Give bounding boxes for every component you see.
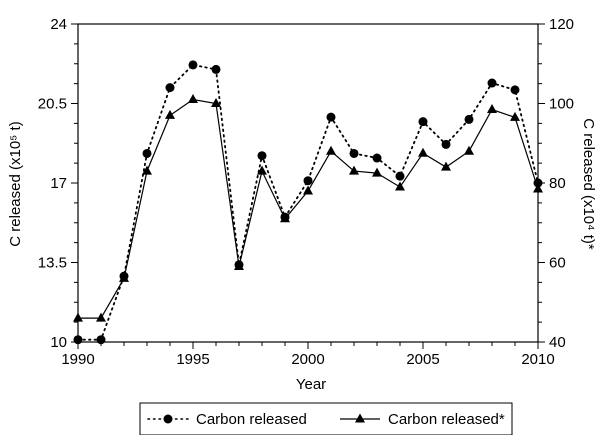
- data-point-triangle: [257, 165, 267, 175]
- legend-item-carbon-released: Carbon released: [147, 411, 307, 428]
- y-left-tick-label: 20.5: [38, 96, 67, 113]
- data-point-triangle: [487, 104, 497, 113]
- y-right-tick-label: 120: [549, 16, 574, 33]
- data-point-triangle: [326, 145, 336, 155]
- data-point-circle: [211, 64, 221, 74]
- y-right-tick-label: 80: [549, 175, 566, 192]
- data-point-circle: [257, 151, 267, 161]
- data-point-triangle: [234, 261, 244, 270]
- y-left-tick-label: 13.5: [38, 255, 67, 272]
- y-left-tick-label: 24: [50, 16, 67, 33]
- y-right-tick-label: 100: [549, 96, 574, 113]
- x-axis-ticks: 1990 1995 2000 2005 2010: [61, 342, 555, 368]
- data-point-triangle: [165, 109, 175, 119]
- data-point-circle: [326, 112, 336, 122]
- data-point-circle: [349, 148, 359, 158]
- data-point-circle: [303, 176, 313, 186]
- legend-box: [139, 402, 513, 435]
- data-point-triangle: [372, 167, 382, 177]
- y-right-tick-label: 60: [549, 255, 566, 272]
- data-point-triangle: [280, 213, 290, 223]
- data-point-circle: [96, 335, 106, 345]
- y-left-axis-title: C released (x10⁵ t): [7, 121, 24, 246]
- data-point-triangle: [533, 183, 543, 193]
- data-point-circle: [142, 148, 152, 158]
- data-point-triangle: [510, 111, 520, 121]
- data-point-circle: [188, 60, 198, 70]
- data-point-circle: [533, 178, 543, 188]
- data-point-triangle: [142, 165, 152, 175]
- legend-triangle-marker: [355, 413, 365, 423]
- data-point-circle: [73, 335, 83, 345]
- x-tick-label: 2000: [291, 351, 324, 368]
- data-point-triangle: [211, 98, 221, 107]
- data-point-triangle: [418, 147, 428, 157]
- series-line-carbon-released: [77, 63, 539, 341]
- x-tick-label: 2010: [521, 351, 554, 368]
- x-tick-label: 1995: [176, 351, 209, 368]
- data-point-triangle: [303, 185, 313, 195]
- x-tick-label: 1990: [61, 351, 94, 368]
- legend-label-carbon-released: Carbon released: [196, 411, 307, 428]
- y-left-tick-label: 10: [50, 334, 67, 351]
- y-right-axis-ticks: 40 60 80 100 120: [538, 16, 574, 351]
- data-point-circle: [441, 139, 451, 149]
- data-point-triangle: [349, 165, 359, 175]
- data-point-circle: [418, 117, 428, 127]
- data-point-triangle: [395, 181, 405, 191]
- data-point-circle: [510, 85, 520, 95]
- legend: Carbon released Carbon released*: [139, 402, 513, 435]
- legend-label-carbon-released-star: Carbon released*: [388, 411, 505, 428]
- series-line-carbon-released-star: [78, 98, 539, 319]
- series-markers: [73, 60, 543, 345]
- data-point-circle: [487, 78, 497, 88]
- data-point-circle: [165, 83, 175, 93]
- legend-item-carbon-released-star: Carbon released*: [340, 411, 505, 428]
- data-point-triangle: [96, 312, 106, 322]
- data-point-triangle: [119, 272, 129, 282]
- legend-circle-marker: [163, 414, 173, 424]
- data-point-circle: [372, 153, 382, 163]
- y-left-tick-label: 17: [50, 175, 67, 192]
- data-point-circle: [395, 171, 405, 181]
- data-point-triangle: [464, 145, 474, 155]
- series-lines: [77, 63, 539, 341]
- data-point-triangle: [188, 94, 198, 103]
- data-point-circle: [464, 114, 474, 124]
- data-point-triangle: [441, 161, 451, 171]
- data-point-triangle: [73, 312, 83, 322]
- x-tick-label: 2005: [406, 351, 439, 368]
- y-right-axis-title: C released (x10⁴ t)*: [580, 118, 597, 250]
- y-right-tick-label: 40: [549, 334, 566, 351]
- x-axis-title: Year: [296, 376, 326, 393]
- y-left-axis-ticks: 10 13.5 17 20.5 24: [38, 16, 78, 351]
